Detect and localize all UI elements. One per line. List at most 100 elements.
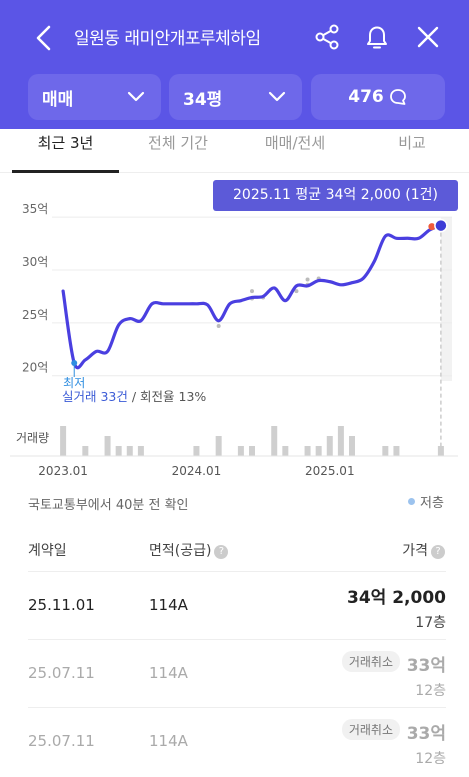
help-icon[interactable]: ? <box>431 545 445 559</box>
share-button[interactable] <box>312 22 342 52</box>
deal-table-header: 계약일 면적(공급)? 가격? <box>0 540 469 570</box>
row-price: 33억 <box>406 724 446 744</box>
col-date-header: 계약일 <box>28 543 67 559</box>
tab-compare[interactable]: 비교 <box>398 134 426 152</box>
x-tick-label: 2025.01 <box>305 464 355 478</box>
col-price-header: 가격? <box>402 540 445 560</box>
y-tick-label: 20억 <box>22 361 48 375</box>
volume-bar <box>282 446 289 456</box>
tab-all-period[interactable]: 전체 기간 <box>148 134 208 152</box>
size-value: 34평 <box>183 89 223 110</box>
volume-bar <box>382 446 389 456</box>
volume-bar <box>337 426 344 456</box>
chart-tooltip: 2025.11 평균 34억 2,000 (1건) <box>213 180 458 211</box>
future-shade <box>440 217 452 381</box>
volume-label: 거래량 <box>16 431 49 445</box>
chat-bubble-icon <box>389 89 406 105</box>
volume-bar <box>237 446 244 456</box>
row-floor: 12층 <box>415 683 446 699</box>
volume-bar <box>137 446 144 456</box>
row-area: 114A <box>149 664 188 682</box>
deal-point <box>294 289 299 294</box>
turnover-text: / 회전율 13% <box>128 389 207 404</box>
table-row[interactable]: 25.11.01 114A 34억 2,000 17층 <box>28 571 446 639</box>
legend-low-floor: 저층 <box>408 492 444 511</box>
low-floor-dot <box>408 498 415 505</box>
trade-stats: 실거래 33건 / 회전율 13% <box>62 389 206 404</box>
period-tabs: 최근 3년 전체 기간 매매/전세 비교 <box>0 129 469 173</box>
highlight-prev-dot <box>428 223 436 231</box>
col-area-header: 면적(공급)? <box>149 540 229 560</box>
row-area: 114A <box>149 596 188 614</box>
y-tick-label: 25억 <box>22 308 48 322</box>
row-area: 114A <box>149 732 188 750</box>
row-date: 25.11.01 <box>28 596 95 614</box>
price-line <box>61 224 443 370</box>
app-header: 일원동 래미안개포루체하임 매매 <box>0 0 469 129</box>
help-icon[interactable]: ? <box>214 545 229 559</box>
volume-bar <box>249 446 255 456</box>
lowest-label: 최저 <box>63 376 85 390</box>
col-price-label: 가격 <box>402 543 428 559</box>
table-row[interactable]: 25.07.11 114A 거래취소 33억 12층 <box>28 639 446 707</box>
volume-bar <box>271 426 278 456</box>
close-button[interactable] <box>413 22 443 52</box>
deal-type-value: 매매 <box>42 89 74 110</box>
row-price: 33억 <box>406 656 446 676</box>
back-button[interactable] <box>28 22 60 54</box>
deal-type-select[interactable]: 매매 <box>28 74 161 120</box>
page-title: 일원동 래미안개포루체하임 <box>74 29 261 49</box>
x-tick-label: 2023.01 <box>38 464 88 478</box>
trade-count-link[interactable]: 실거래 33건 <box>62 389 128 404</box>
row-date: 25.07.11 <box>28 732 95 750</box>
data-source-note: 국토교통부에서 40분 전 확인 <box>28 498 189 513</box>
highlight-dot <box>434 218 448 233</box>
volume-bar <box>215 436 222 456</box>
volume-bar <box>115 446 122 456</box>
volume-bar <box>437 446 444 456</box>
y-tick-label: 30억 <box>22 255 48 269</box>
row-price: 34억 2,000 <box>347 588 446 608</box>
row-date: 25.07.11 <box>28 664 95 682</box>
col-area-label: 면적(공급) <box>149 543 212 559</box>
bell-icon <box>367 26 387 49</box>
x-tick-label: 2024.01 <box>172 464 222 478</box>
deal-point <box>305 277 310 282</box>
volume-bar <box>326 436 333 456</box>
legend-low-floor-label: 저층 <box>420 496 444 511</box>
volume-bar <box>104 436 111 456</box>
lowest-marker-dot <box>71 360 78 367</box>
row-floor: 12층 <box>415 751 446 767</box>
chevron-left-icon <box>36 25 51 51</box>
close-icon <box>417 26 439 48</box>
tab-recent-3y[interactable]: 최근 3년 <box>37 134 94 152</box>
volume-bar <box>349 436 355 456</box>
row-floor: 17층 <box>415 615 446 631</box>
volume-bar <box>82 446 89 456</box>
chevron-down-icon <box>127 91 145 102</box>
volume-bar <box>126 446 133 456</box>
y-tick-label: 35억 <box>22 202 48 216</box>
volume-bar <box>60 426 67 456</box>
comments-button[interactable]: 476 <box>311 74 445 120</box>
cancelled-badge: 거래취소 <box>341 719 400 740</box>
deal-point <box>216 324 221 329</box>
volume-bar <box>304 446 311 456</box>
chevron-down-icon <box>268 91 286 102</box>
volume-bar <box>193 446 200 456</box>
filter-bar: 매매 34평 476 <box>0 74 469 120</box>
share-icon <box>315 24 339 50</box>
volume-bar <box>315 446 322 456</box>
table-row[interactable]: 25.07.11 114A 거래취소 33억 12층 <box>28 707 446 775</box>
tab-sale-jeonse[interactable]: 매매/전세 <box>264 134 326 152</box>
top-bar: 일원동 래미안개포루체하임 <box>0 0 469 74</box>
size-select[interactable]: 34평 <box>169 74 302 120</box>
active-tab-indicator <box>12 170 119 173</box>
cancelled-badge: 거래취소 <box>341 651 400 672</box>
notification-button[interactable] <box>362 22 392 52</box>
volume-bar <box>393 446 400 456</box>
deal-point <box>250 289 254 294</box>
comments-count: 476 <box>348 87 384 107</box>
